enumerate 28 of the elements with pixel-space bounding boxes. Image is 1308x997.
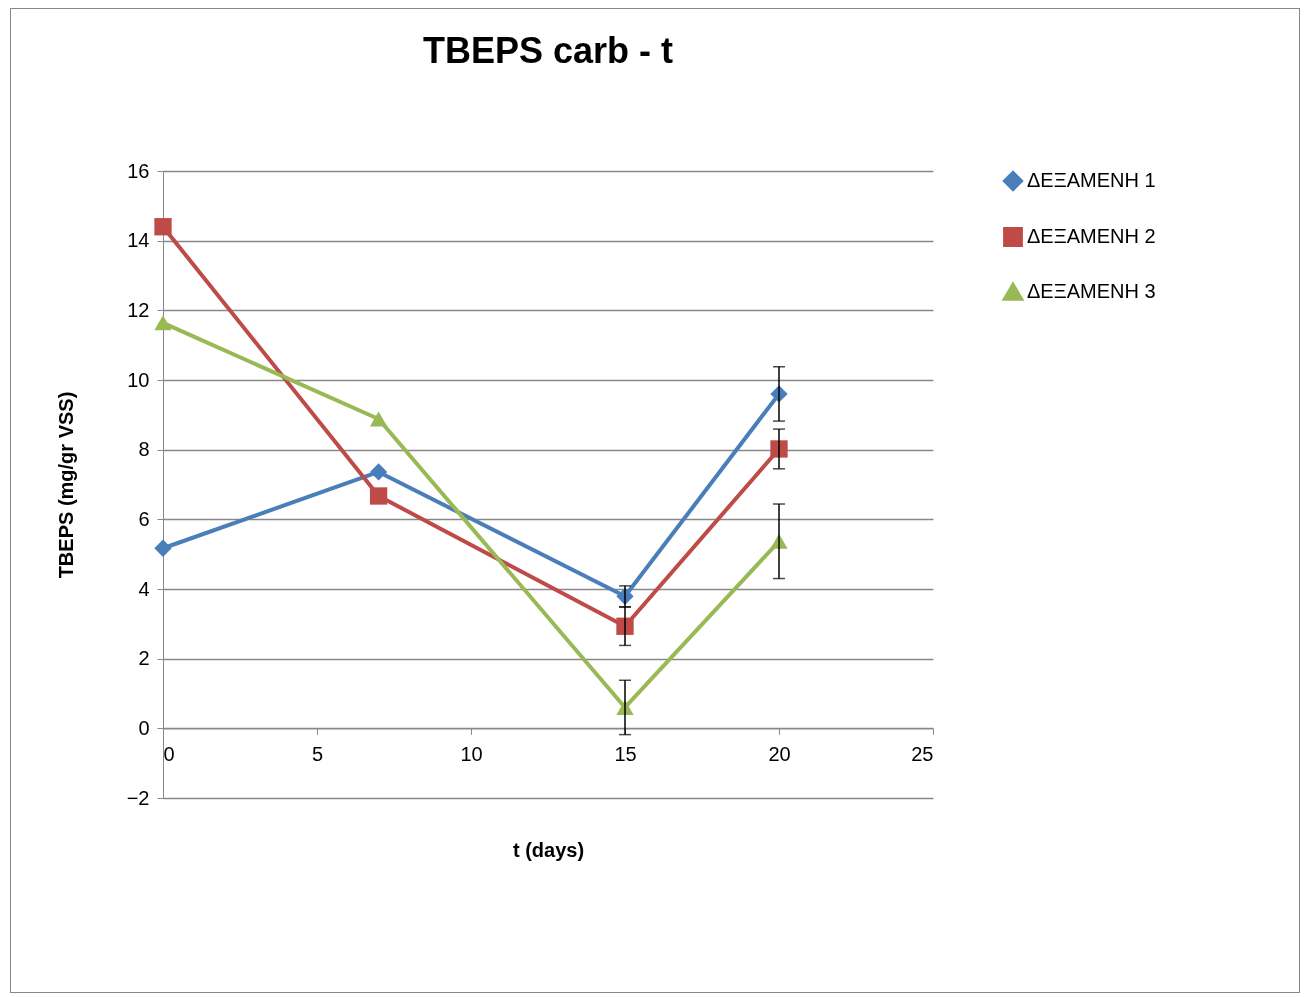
y-tick-label: 2 — [138, 647, 150, 670]
point — [154, 218, 172, 236]
y-tick-label: 16 — [127, 159, 150, 182]
y-tick-label: 6 — [138, 507, 150, 530]
x-tick-label: 25 — [911, 742, 934, 765]
y-tick-label: −2 — [126, 786, 150, 809]
chart-title: TBEPS carb - t — [422, 30, 674, 71]
y-tick-label: 8 — [138, 438, 150, 461]
y-tick-label: 14 — [127, 229, 150, 252]
y-tick-label: 10 — [127, 368, 150, 391]
point — [369, 463, 388, 481]
x-tick-label: 15 — [614, 742, 637, 765]
x-tick-label: 0 — [163, 742, 175, 765]
x-tick-label: 20 — [768, 742, 791, 765]
y-tick-label: 4 — [138, 577, 150, 600]
point — [369, 411, 388, 427]
x-axis-title: t (days) — [512, 838, 585, 861]
point — [154, 539, 172, 557]
legend-label: ΔΕΞΑΜΕΝΗ 2 — [1027, 225, 1156, 247]
y-tick-label: 12 — [127, 298, 150, 321]
y-axis-title: TBEPS (mg/gr VSS) — [54, 391, 77, 579]
legend-label: ΔΕΞΑΜΕΝΗ 3 — [1027, 280, 1156, 302]
legend-label: ΔΕΞΑΜΕΝΗ 1 — [1027, 169, 1156, 191]
point — [154, 315, 172, 331]
y-tick-label: 0 — [138, 716, 150, 739]
x-tick-label: 5 — [311, 742, 324, 765]
point — [369, 487, 388, 505]
x-tick-label: 10 — [460, 742, 483, 765]
